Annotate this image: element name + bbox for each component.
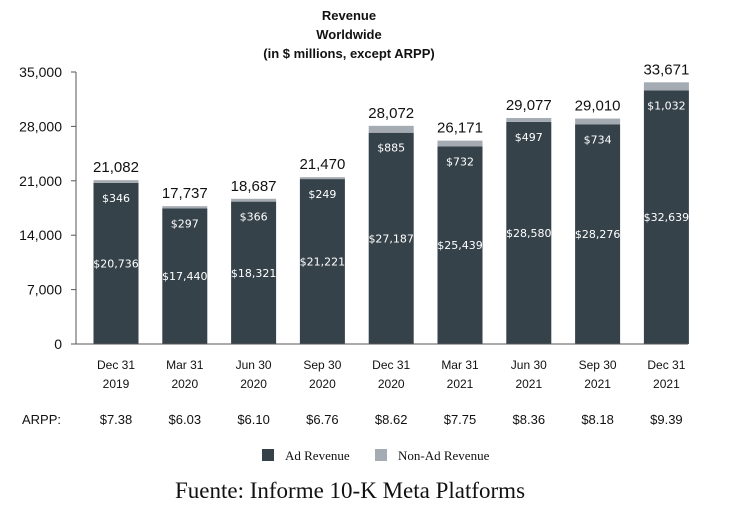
bar-non-ad-revenue (162, 206, 208, 209)
non-ad-value-label: $297 (171, 217, 199, 230)
legend-swatch (262, 449, 274, 461)
ad-value-label: $25,439 (437, 239, 483, 252)
total-label: 21,470 (299, 156, 345, 173)
ad-value-label: $20,736 (93, 257, 139, 270)
bars: 21,082 $346 $20,736 17,737 $297 $17,440 18,687… (93, 61, 689, 344)
total-label: 29,010 (575, 98, 621, 115)
x-tick-label: Jun 30 (236, 358, 272, 372)
arpp-value: $9.39 (650, 412, 683, 427)
total-label: 17,737 (162, 185, 208, 202)
bar-ad-revenue (506, 121, 552, 344)
total-label: 28,072 (368, 105, 414, 122)
x-tick-label: 2020 (240, 377, 267, 391)
arpp-row: ARPP: $7.38 $6.03 $6.10 $6.76 $8.62 $7.75 $8.36… (22, 412, 683, 427)
ad-value-label: $28,276 (575, 228, 621, 241)
x-tick-label: 2020 (171, 377, 198, 391)
non-ad-value-label: $346 (102, 192, 130, 205)
x-tick-label: Sep 30 (579, 358, 617, 372)
ad-value-label: $18,321 (231, 267, 277, 280)
bar-ad-revenue (231, 201, 277, 344)
x-tick-label: Sep 30 (303, 358, 341, 372)
ad-value-label: $28,580 (506, 227, 552, 240)
arpp-value: $7.38 (100, 412, 133, 427)
bar-non-ad-revenue (643, 82, 689, 91)
bar-non-ad-revenue (231, 198, 277, 202)
arpp-value: $6.03 (169, 412, 202, 427)
total-label: 26,171 (437, 120, 483, 137)
bar-ad-revenue (643, 90, 689, 344)
x-tick-label: Mar 31 (166, 358, 204, 372)
non-ad-value-label: $1,032 (647, 99, 686, 112)
chart-title: Revenue Worldwide (in $ millions, except A… (263, 8, 434, 61)
arpp-label: ARPP: (22, 412, 61, 427)
ad-value-label: $27,187 (368, 232, 414, 245)
y-axis: 0 7,000 14,000 21,000 28,000 35,000 (19, 64, 77, 352)
x-axis: Dec 31 2019 Mar 31 2020 Jun 30 2020 Sep 30 2020… (76, 343, 688, 391)
chart-title-line: (in $ millions, except ARPP) (263, 46, 434, 61)
x-tick-label: 2021 (515, 377, 542, 391)
legend-swatch (375, 449, 387, 461)
total-label: 18,687 (231, 178, 277, 195)
x-tick-label: 2021 (653, 377, 680, 391)
total-label: 33,671 (643, 61, 689, 78)
y-tick-label: 21,000 (19, 173, 62, 189)
non-ad-value-label: $497 (515, 131, 543, 144)
non-ad-value-label: $734 (584, 133, 612, 146)
bar-non-ad-revenue (437, 140, 483, 147)
x-tick-label: 2019 (103, 377, 130, 391)
x-tick-label: 2021 (447, 377, 474, 391)
ad-value-label: $21,221 (300, 256, 346, 269)
bar-ad-revenue (575, 124, 621, 344)
bar-non-ad-revenue (93, 180, 139, 183)
non-ad-value-label: $249 (308, 188, 336, 201)
arpp-value: $8.18 (581, 412, 614, 427)
source-note: Fuente: Informe 10-K Meta Platforms (175, 478, 525, 503)
non-ad-value-label: $366 (240, 211, 268, 224)
arpp-value: $6.10 (237, 412, 270, 427)
bar-ad-revenue (368, 132, 414, 344)
x-tick-label: Jun 30 (511, 358, 547, 372)
x-tick-label: 2020 (378, 377, 405, 391)
bar-non-ad-revenue (506, 118, 552, 122)
y-tick-label: 35,000 (19, 64, 62, 80)
y-tick-label: 7,000 (27, 282, 62, 298)
total-label: 29,077 (506, 97, 552, 114)
bar-ad-revenue (93, 182, 139, 344)
x-tick-label: Dec 31 (647, 358, 685, 372)
bar-ad-revenue (437, 146, 483, 344)
y-tick-label: 0 (54, 336, 62, 352)
non-ad-value-label: $885 (377, 142, 405, 155)
bar-non-ad-revenue (575, 118, 621, 125)
bar-ad-revenue (299, 179, 345, 344)
x-tick-label: Dec 31 (97, 358, 135, 372)
arpp-value: $7.75 (444, 412, 477, 427)
chart-title-line: Revenue (322, 8, 376, 23)
x-tick-label: 2021 (584, 377, 611, 391)
ad-value-label: $17,440 (162, 270, 208, 283)
bar-ad-revenue (162, 208, 208, 344)
arpp-value: $6.76 (306, 412, 339, 427)
y-tick-label: 28,000 (19, 118, 62, 134)
x-tick-label: Dec 31 (372, 358, 410, 372)
x-tick-label: Mar 31 (441, 358, 479, 372)
legend-item-label: Ad Revenue (285, 448, 350, 463)
ad-value-label: $32,639 (644, 211, 690, 224)
legend: Ad Revenue Non-Ad Revenue (262, 448, 490, 463)
y-tick-label: 14,000 (19, 227, 62, 243)
chart-title-line: Worldwide (316, 27, 381, 42)
non-ad-value-label: $732 (446, 155, 474, 168)
bar-non-ad-revenue (368, 125, 414, 133)
total-label: 21,082 (93, 159, 139, 176)
arpp-value: $8.36 (513, 412, 546, 427)
x-tick-label: 2020 (309, 377, 336, 391)
arpp-value: $8.62 (375, 412, 408, 427)
bar-non-ad-revenue (299, 177, 345, 180)
legend-item-label: Non-Ad Revenue (398, 448, 490, 463)
